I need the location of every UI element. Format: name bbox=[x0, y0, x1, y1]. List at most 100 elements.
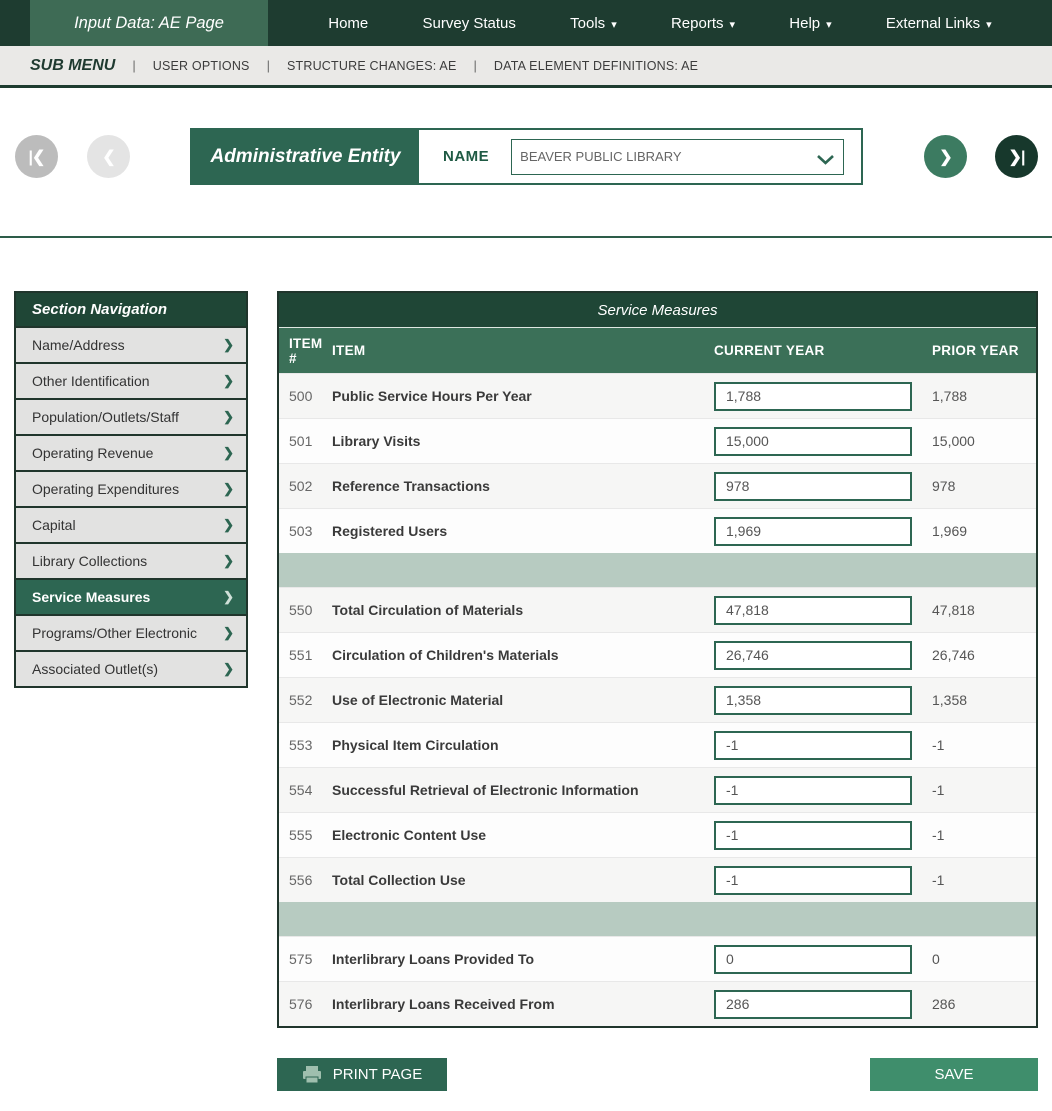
item-number: 501 bbox=[289, 433, 313, 449]
item-label: Registered Users bbox=[332, 523, 448, 539]
caret-down-icon: ▾ bbox=[611, 18, 617, 31]
content-area: Section Navigation Name/Address ❯ Other Id… bbox=[0, 291, 1052, 1028]
current-year-cell bbox=[714, 595, 932, 625]
item-number: 575 bbox=[289, 951, 313, 967]
sidebar-item-capital[interactable]: Capital ❯ bbox=[16, 506, 246, 542]
current-year-input[interactable] bbox=[714, 640, 912, 670]
prior-year-value: -1 bbox=[932, 827, 945, 843]
item-label: Physical Item Circulation bbox=[332, 737, 499, 753]
print-page-button[interactable]: PRINT PAGE bbox=[277, 1058, 447, 1091]
item-label: Interlibrary Loans Received From bbox=[332, 996, 555, 1012]
sidebar-item-associated-outlet-s-[interactable]: Associated Outlet(s) ❯ bbox=[16, 650, 246, 686]
prior-year-value: 978 bbox=[932, 478, 956, 494]
current-year-input[interactable] bbox=[714, 820, 912, 850]
item-number: 554 bbox=[289, 782, 313, 798]
submenu-item[interactable]: DATA ELEMENT DEFINITIONS: AE bbox=[493, 58, 699, 73]
section-navigation: Section Navigation Name/Address ❯ Other Id… bbox=[14, 291, 248, 688]
current-year-input[interactable] bbox=[714, 471, 912, 501]
sidebar-item-service-measures[interactable]: Service Measures ❯ bbox=[16, 578, 246, 614]
first-entity-button[interactable]: |❮ bbox=[15, 135, 58, 178]
sidebar-item-label: Service Measures bbox=[32, 589, 151, 605]
separator: | bbox=[132, 58, 136, 73]
sidebar-item-name-address[interactable]: Name/Address ❯ bbox=[16, 326, 246, 362]
entity-selector-section: |❮ ❮ Administrative Entity NAME BEAVER P… bbox=[0, 88, 1052, 238]
item-label: Successful Retrieval of Electronic Infor… bbox=[332, 782, 639, 798]
nav-item-tools[interactable]: Tools ▾ bbox=[570, 15, 617, 32]
sidebar-item-other-identification[interactable]: Other Identification ❯ bbox=[16, 362, 246, 398]
chevron-right-icon: ❯ bbox=[223, 553, 234, 568]
chevron-right-icon: ❯ bbox=[223, 517, 234, 532]
sidebar-item-population-outlets-staff[interactable]: Population/Outlets/Staff ❯ bbox=[16, 398, 246, 434]
item-label: Public Service Hours Per Year bbox=[332, 388, 532, 404]
current-year-input[interactable] bbox=[714, 944, 912, 974]
chevron-right-icon: ❯ bbox=[223, 481, 234, 496]
nav-item-help[interactable]: Help ▾ bbox=[789, 15, 831, 32]
current-year-input[interactable] bbox=[714, 516, 912, 546]
item-number: 553 bbox=[289, 737, 313, 753]
current-year-input[interactable] bbox=[714, 730, 912, 760]
entity-panel: Administrative Entity NAME BEAVER PUBLIC… bbox=[190, 128, 863, 185]
table-row: 550 Total Circulation of Materials 47,818 bbox=[279, 587, 1036, 632]
sidebar-item-operating-revenue[interactable]: Operating Revenue ❯ bbox=[16, 434, 246, 470]
current-year-cell bbox=[714, 471, 932, 501]
table-row: 556 Total Collection Use -1 bbox=[279, 857, 1036, 902]
nav-item-reports[interactable]: Reports ▾ bbox=[671, 15, 735, 32]
current-year-input[interactable] bbox=[714, 685, 912, 715]
sidebar-item-operating-expenditures[interactable]: Operating Expenditures ❯ bbox=[16, 470, 246, 506]
item-number: 576 bbox=[289, 996, 313, 1012]
topnav-menu: Home Survey Status Tools ▾ Reports ▾ Help ▾ Exte… bbox=[268, 0, 1052, 46]
column-header-current-year: CURRENT YEAR bbox=[714, 343, 825, 358]
nav-item-home[interactable]: Home bbox=[328, 15, 368, 32]
service-measures-body: 500 Public Service Hours Per Year 1,788 501… bbox=[279, 373, 1036, 1026]
current-year-input[interactable] bbox=[714, 381, 912, 411]
prior-year-value: 1,969 bbox=[932, 523, 968, 539]
nav-item-label: External Links bbox=[885, 14, 981, 32]
submenu-item[interactable]: STRUCTURE CHANGES: AE bbox=[286, 58, 457, 73]
nav-item-label: Reports bbox=[670, 14, 724, 32]
current-year-input[interactable] bbox=[714, 595, 912, 625]
save-button[interactable]: SAVE bbox=[870, 1058, 1038, 1091]
entity-name-select[interactable]: BEAVER PUBLIC LIBRARY bbox=[511, 138, 845, 175]
tab-input-data-ae-page[interactable]: Input Data: AE Page bbox=[30, 0, 268, 46]
nav-item-survey-status[interactable]: Survey Status bbox=[423, 15, 516, 32]
current-year-cell bbox=[714, 989, 932, 1019]
table-row: 552 Use of Electronic Material 1,358 bbox=[279, 677, 1036, 722]
column-header-item-number: ITEM # bbox=[289, 335, 323, 366]
sidebar-item-label: Other Identification bbox=[32, 373, 150, 389]
name-label: NAME bbox=[443, 148, 490, 165]
prior-year-value: 1,788 bbox=[932, 388, 968, 404]
item-number: 551 bbox=[289, 647, 313, 663]
item-label: Reference Transactions bbox=[332, 478, 490, 494]
next-entity-button[interactable]: ❯ bbox=[924, 135, 967, 178]
current-year-cell bbox=[714, 640, 932, 670]
sidebar-item-library-collections[interactable]: Library Collections ❯ bbox=[16, 542, 246, 578]
current-year-input[interactable] bbox=[714, 426, 912, 456]
submenu-item[interactable]: USER OPTIONS bbox=[152, 58, 250, 73]
item-number: 555 bbox=[289, 827, 313, 843]
nav-item-label: Tools bbox=[570, 14, 606, 32]
current-year-input[interactable] bbox=[714, 865, 912, 895]
nav-item-label: Survey Status bbox=[422, 14, 516, 32]
chevron-right-icon: ❯ bbox=[223, 337, 234, 352]
table-row: 553 Physical Item Circulation -1 bbox=[279, 722, 1036, 767]
nav-item-label: Help bbox=[789, 14, 821, 32]
current-year-cell bbox=[714, 685, 932, 715]
item-number: 550 bbox=[289, 602, 313, 618]
chevron-right-icon: ❯ bbox=[223, 445, 234, 460]
chevron-right-icon: ❯ bbox=[223, 661, 234, 676]
nav-item-external-links[interactable]: External Links ▾ bbox=[886, 15, 992, 32]
current-year-input[interactable] bbox=[714, 775, 912, 805]
item-label: Library Visits bbox=[332, 433, 421, 449]
last-entity-button[interactable]: ❯| bbox=[995, 135, 1038, 178]
sidebar-item-programs-other-electronic[interactable]: Programs/Other Electronic ❯ bbox=[16, 614, 246, 650]
current-year-cell bbox=[714, 865, 932, 895]
chevron-right-icon: ❯ bbox=[223, 589, 234, 604]
item-number: 556 bbox=[289, 872, 313, 888]
current-year-cell bbox=[714, 775, 932, 805]
separator: | bbox=[266, 58, 270, 73]
table-row: 551 Circulation of Children's Materials 26… bbox=[279, 632, 1036, 677]
previous-entity-button[interactable]: ❮ bbox=[87, 135, 130, 178]
prior-year-value: 1,358 bbox=[932, 692, 968, 708]
current-year-input[interactable] bbox=[714, 989, 912, 1019]
section-spacer-row bbox=[279, 553, 1036, 587]
